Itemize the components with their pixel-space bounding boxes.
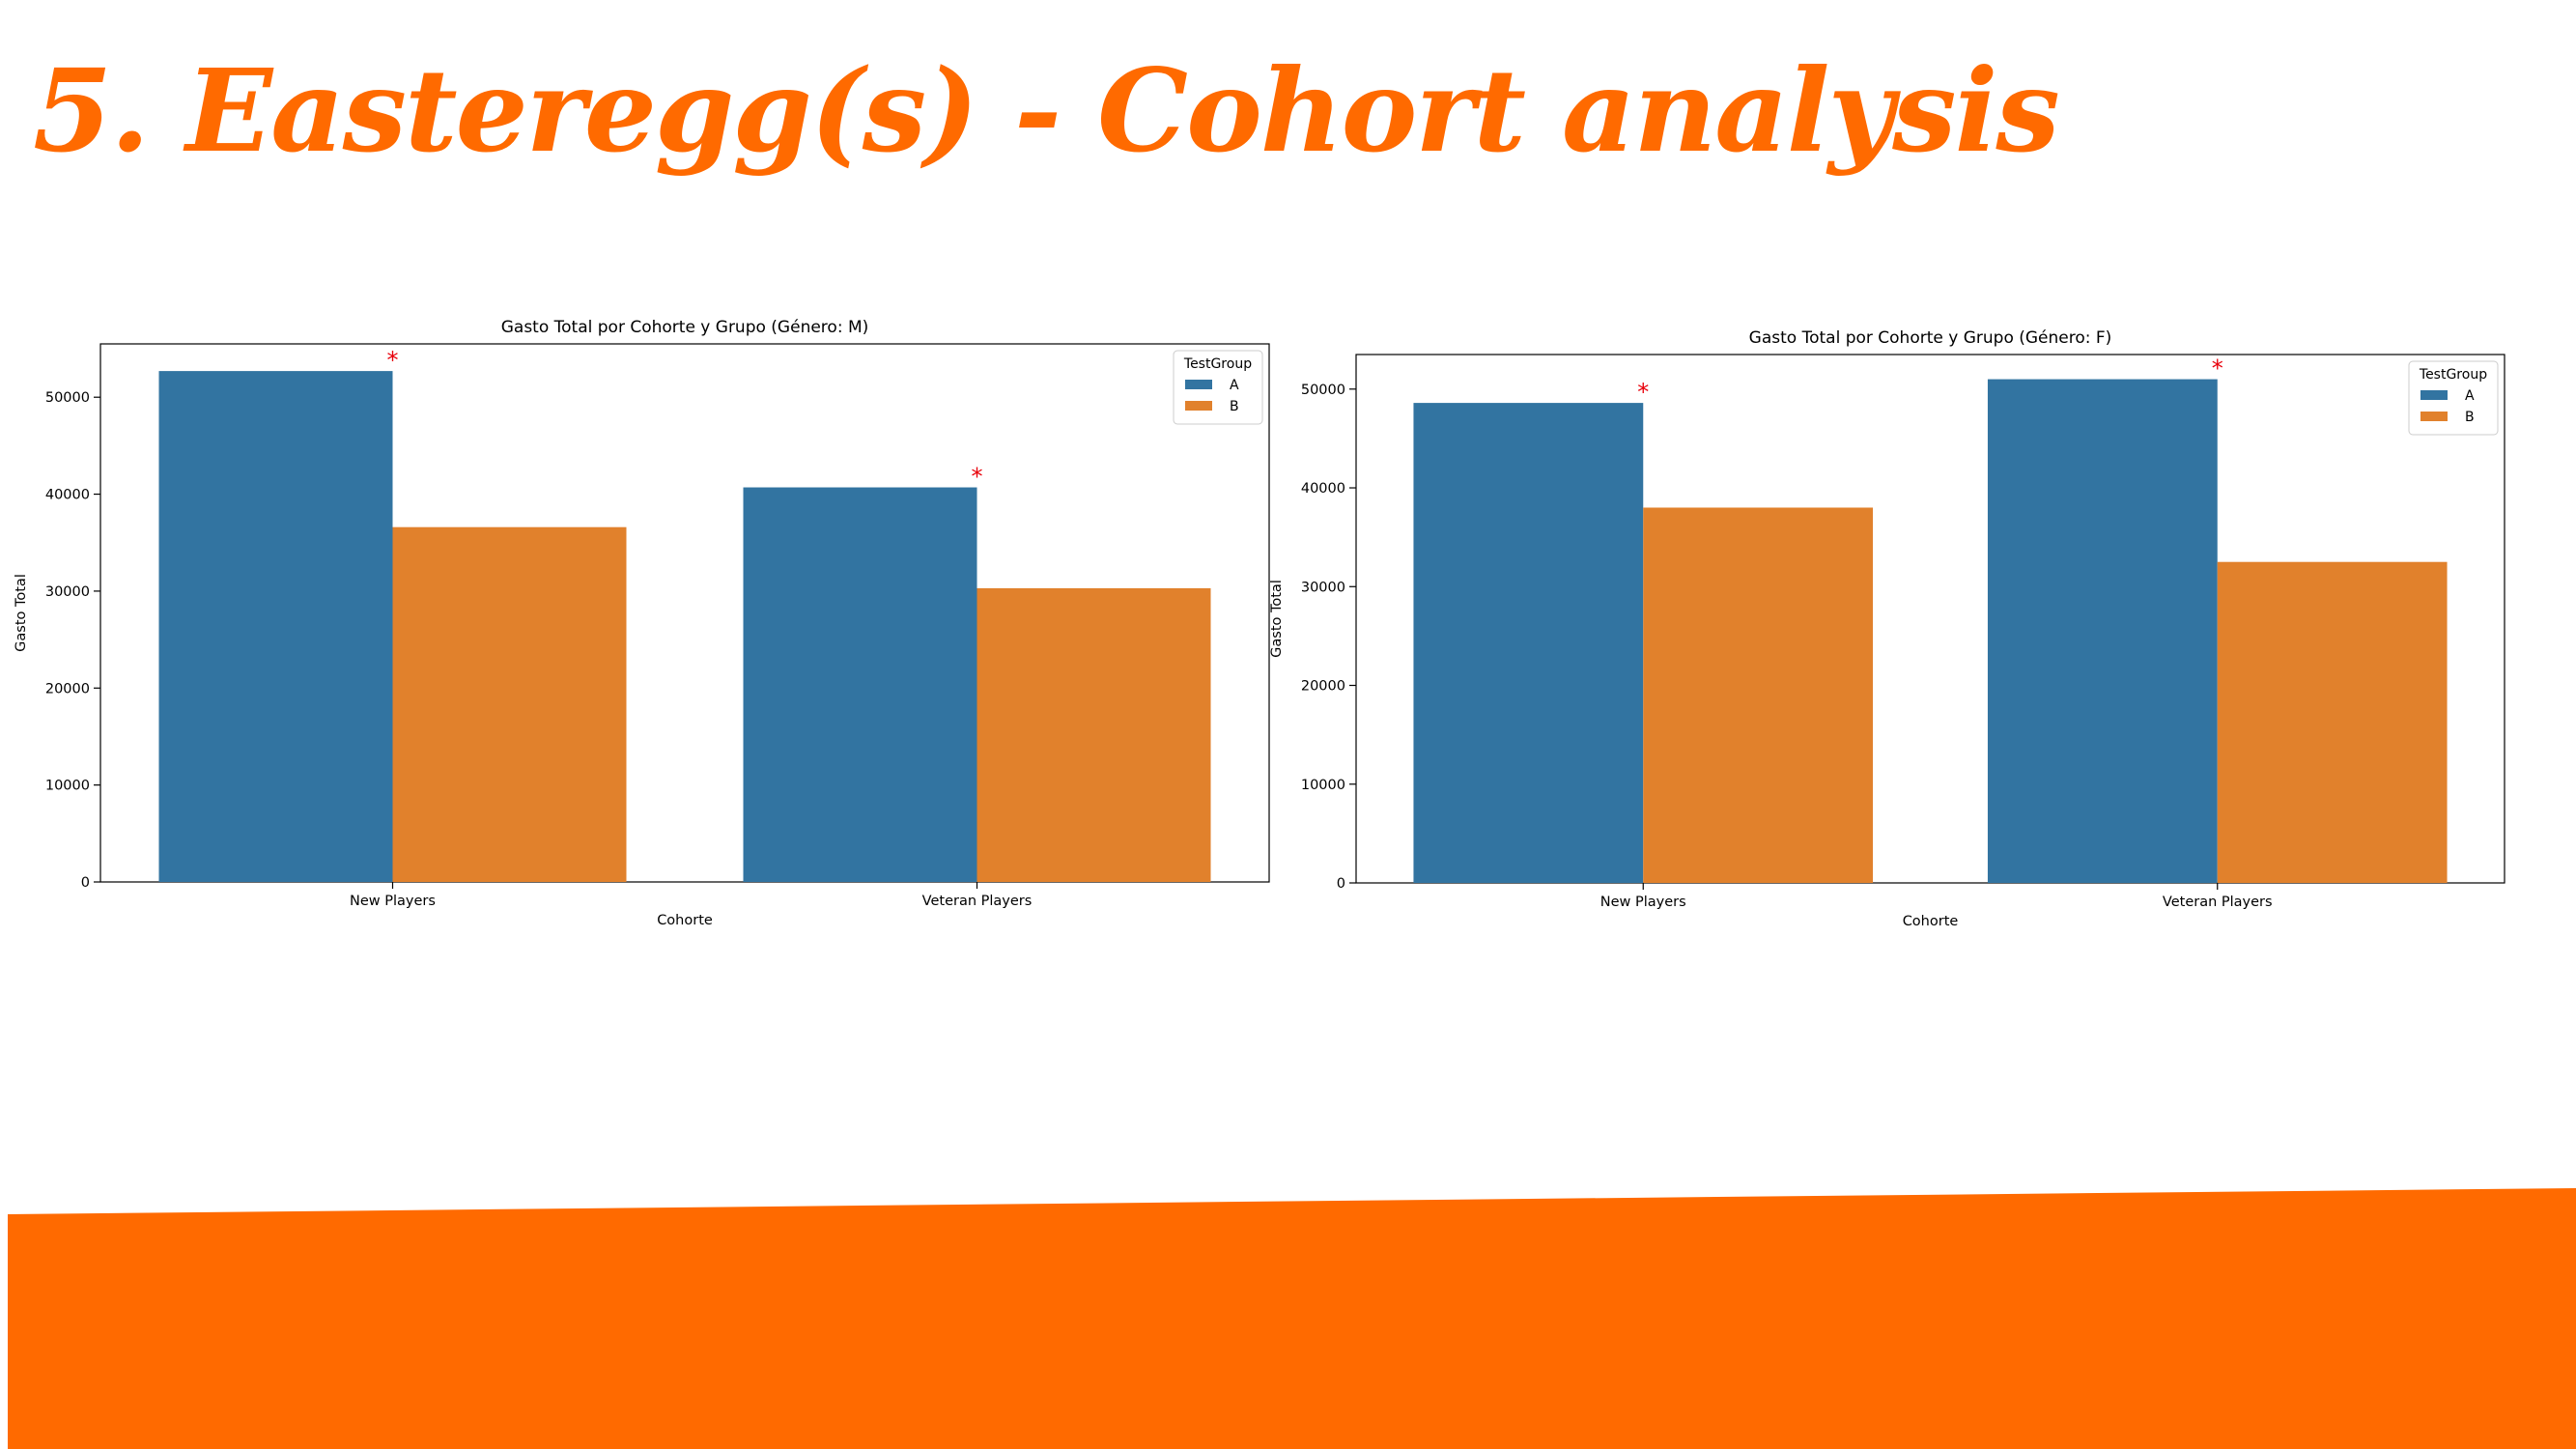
footer-accent-shape [8, 1188, 2576, 1449]
slide-title: 5. Easteregg(s) - Cohort analysis [33, 43, 2060, 178]
y-tick-label: 10000 [1301, 778, 1345, 793]
legend-swatch-a [1185, 380, 1212, 389]
bar-chart-gender-m: Gasto Total por Cohorte y Grupo (Género:… [14, 318, 1270, 928]
bar-b-veteran-players [2217, 561, 2448, 883]
plot-frame [99, 343, 1270, 883]
y-tick-label: 50000 [1301, 383, 1345, 398]
y-axis-label: Gasto Total [14, 574, 29, 652]
y-tick-label: 0 [81, 875, 90, 891]
bar-b-new-players [1643, 507, 1874, 883]
bar-a-new-players [158, 371, 393, 882]
y-axis-label: Gasto Total [1269, 580, 1285, 658]
y-tick-label: 30000 [45, 584, 90, 600]
legend-label-a: A [1230, 378, 1239, 393]
y-tick-label: 10000 [45, 779, 90, 794]
legend-title: TestGroup [2419, 367, 2487, 383]
y-tick-label: 50000 [45, 390, 90, 406]
significance-marker: * [972, 464, 983, 491]
legend-swatch-a [2420, 390, 2448, 400]
legend-label-a: A [2465, 388, 2475, 404]
y-tick-label: 0 [1337, 876, 1345, 892]
x-axis-label: Cohorte [1903, 914, 1959, 929]
legend: TestGroup AB [2408, 360, 2499, 436]
legend-label-b: B [1230, 399, 1239, 414]
legend: TestGroup AB [1173, 350, 1263, 425]
y-tick-label: 20000 [45, 681, 90, 696]
significance-marker: * [387, 347, 399, 374]
x-tick-label: Veteran Players [922, 894, 1033, 909]
significance-marker: * [1637, 379, 1649, 406]
x-axis-label: Cohorte [657, 913, 713, 928]
legend-title: TestGroup [1183, 356, 1252, 372]
bar-a-veteran-players [743, 487, 977, 882]
bar-chart-gender-f: Gasto Total por Cohorte y Grupo (Género:… [1269, 328, 2505, 929]
x-tick-label: New Players [1600, 895, 1686, 910]
y-tick-label: 40000 [1301, 481, 1345, 497]
y-tick-label: 40000 [45, 488, 90, 503]
legend-label-b: B [2465, 410, 2475, 425]
y-tick-label: 30000 [1301, 580, 1345, 595]
significance-marker: * [2212, 355, 2223, 383]
plot-frame [1355, 354, 2505, 884]
bar-b-new-players [392, 526, 627, 882]
chart-title: Gasto Total por Cohorte y Grupo (Género:… [501, 318, 869, 337]
y-tick-label: 20000 [1301, 679, 1345, 695]
bar-a-veteran-players [1987, 379, 2218, 883]
legend-swatch-b [2420, 412, 2448, 421]
x-tick-label: Veteran Players [2163, 895, 2273, 910]
x-tick-label: New Players [350, 894, 436, 909]
legend-swatch-b [1185, 401, 1212, 411]
chart-title: Gasto Total por Cohorte y Grupo (Género:… [1749, 328, 2112, 348]
bar-b-veteran-players [977, 587, 1211, 882]
bar-a-new-players [1413, 403, 1644, 883]
